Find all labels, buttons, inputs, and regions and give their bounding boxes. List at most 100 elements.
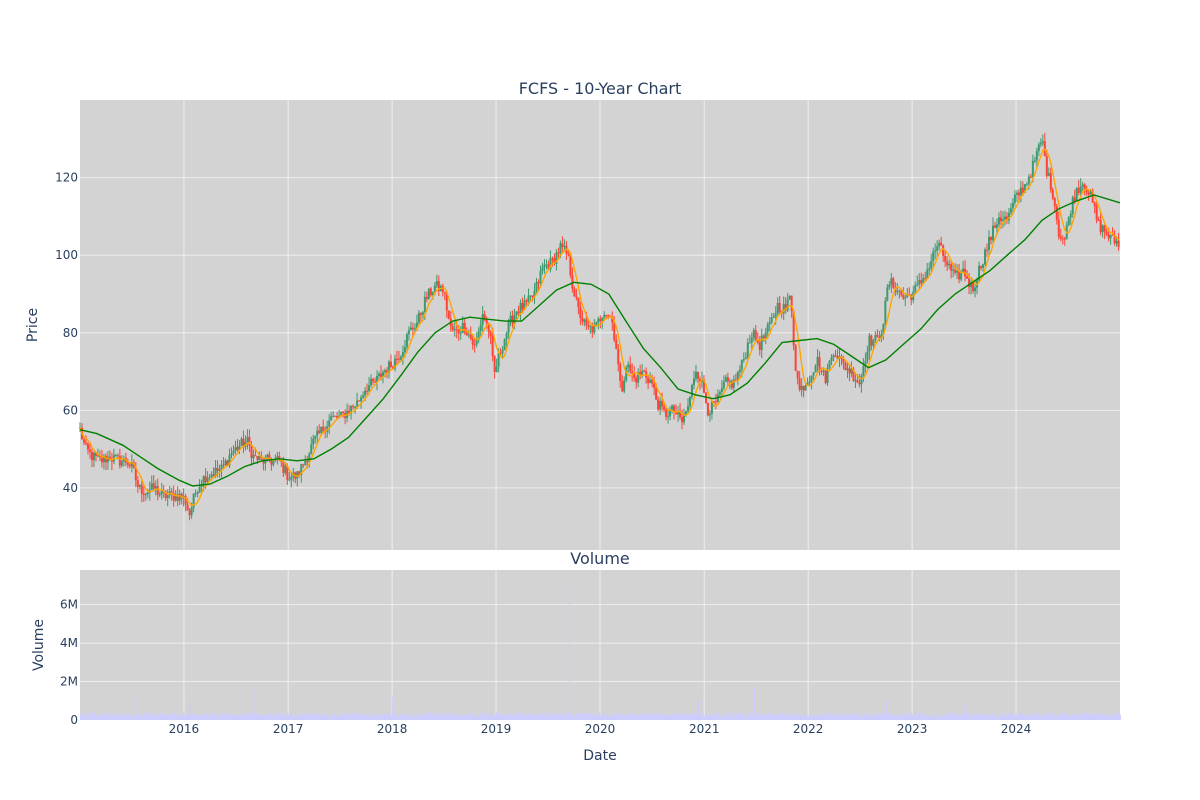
volume-bar [471, 713, 473, 720]
volume-bar [1033, 714, 1035, 720]
volume-bar [1024, 715, 1026, 720]
volume-bar [840, 715, 842, 720]
volume-bar [891, 713, 892, 720]
volume-bar [981, 715, 982, 720]
candle-body [884, 300, 887, 325]
volume-bar [1011, 717, 1013, 720]
volume-bar [438, 713, 440, 720]
volume-bar [701, 712, 703, 720]
volume-bar [850, 714, 852, 720]
volume-bar [114, 712, 116, 720]
candle-body [1077, 188, 1080, 193]
candle-body [242, 438, 245, 448]
volume-bar [380, 713, 382, 720]
volume-bar [766, 716, 768, 720]
volume-bar [327, 716, 329, 720]
candle-body [1001, 219, 1004, 222]
volume-bar [638, 715, 639, 720]
volume-bar [1086, 716, 1088, 720]
candle-body [409, 327, 412, 331]
volume-bar [1006, 712, 1008, 720]
volume-bar [648, 712, 650, 720]
volume-bar [651, 716, 653, 720]
candle-body [234, 447, 237, 451]
volume-bar [791, 715, 793, 720]
volume-bar [217, 713, 219, 720]
volume-bar [957, 716, 959, 720]
candle-body [537, 282, 540, 284]
volume-bar [423, 717, 425, 720]
volume-bar [83, 716, 85, 720]
volume-bar [863, 715, 864, 720]
volume-bar [240, 715, 241, 720]
volume-bar [393, 715, 395, 720]
volume-bar [739, 712, 741, 720]
volume-bar [317, 714, 319, 720]
volume-bar [326, 714, 327, 720]
volume-bar [528, 712, 530, 720]
volume-bar [123, 713, 125, 720]
candle-body [774, 313, 777, 317]
volume-bar [906, 717, 908, 720]
volume-bar [271, 715, 273, 720]
volume-bar [1088, 713, 1089, 720]
volume-bar [1104, 715, 1106, 720]
volume-bar [177, 715, 179, 720]
volume-bar [767, 712, 769, 720]
volume-bar [1024, 715, 1026, 720]
volume-bar [826, 716, 828, 720]
volume-bar [823, 713, 825, 720]
volume-bar [1056, 713, 1058, 720]
volume-bar [1081, 715, 1083, 720]
candle-body [547, 264, 550, 270]
volume-bar [966, 713, 968, 720]
volume-bar [904, 713, 905, 720]
volume-bar [1009, 715, 1011, 720]
volume-bar [775, 715, 777, 720]
volume-bar [455, 714, 457, 720]
volume-bar [638, 717, 640, 720]
volume-bar [355, 712, 357, 720]
volume-bar [1044, 716, 1046, 720]
volume-bar [447, 715, 449, 720]
date-x-tick-label: 2018 [377, 722, 408, 736]
candle-body [986, 249, 989, 251]
candle-body [984, 249, 987, 265]
volume-bar [344, 712, 346, 720]
candle-body [511, 315, 514, 324]
volume-bar [719, 712, 720, 720]
volume-bar [1055, 714, 1056, 720]
candle-body [1099, 220, 1102, 233]
volume-bar [475, 717, 477, 720]
candle-body [252, 455, 255, 458]
volume-bar [721, 714, 723, 720]
volume-bar [451, 714, 453, 720]
volume-bar [516, 716, 518, 720]
volume-bar [947, 712, 949, 720]
volume-bar [210, 712, 212, 720]
volume-bar [320, 714, 322, 720]
volume-bar [470, 713, 471, 720]
candle-body [954, 269, 957, 273]
volume-bar [238, 714, 240, 720]
volume-bar [464, 717, 466, 720]
volume-bar [972, 713, 974, 720]
volume-bar [658, 714, 660, 720]
volume-bar [802, 715, 804, 720]
volume-bar [730, 717, 732, 720]
volume-bar [924, 715, 926, 720]
volume-bar [491, 713, 493, 720]
candle-body [752, 330, 755, 338]
candle-body [340, 411, 343, 417]
volume-bar [172, 714, 174, 720]
volume-bar [492, 712, 494, 720]
volume-bar [1087, 716, 1089, 720]
volume-bar [342, 715, 344, 720]
volume-bar [765, 715, 766, 720]
volume-bar [861, 714, 863, 720]
volume-bar [254, 717, 256, 720]
volume-bar [988, 715, 990, 720]
volume-bar [858, 716, 859, 720]
candle-body [810, 375, 813, 382]
volume-bar [512, 713, 514, 720]
